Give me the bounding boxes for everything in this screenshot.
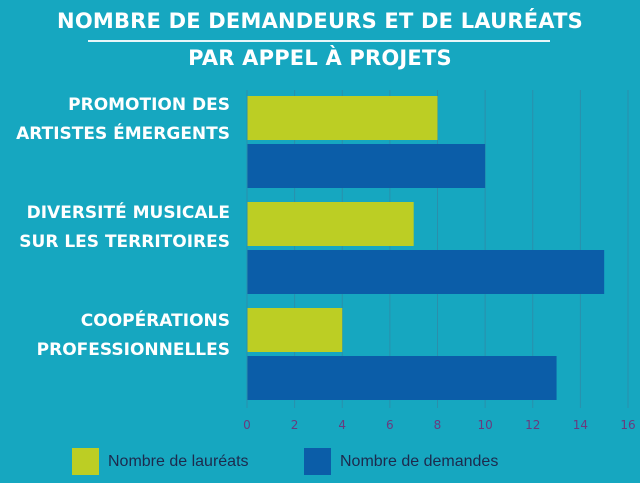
category-label-3-line1: Coopérations	[80, 311, 230, 331]
legend-item-demandes: Nombre de demandes	[304, 448, 498, 475]
category-label-3: Coopérations professionnelles	[37, 307, 230, 365]
bar-demandes-1	[247, 144, 486, 188]
bar-laureats-3	[247, 308, 343, 352]
category-label-1: Promotion des artistes émergents	[16, 91, 230, 149]
x-tick-label-6: 6	[386, 418, 394, 432]
chart-title-line1: Nombre de demandeurs et de lauréats	[57, 9, 583, 33]
category-label-1-line2: artistes émergents	[16, 124, 230, 144]
bar-demandes-2	[247, 250, 605, 294]
category-label-2-line2: sur les territoires	[19, 232, 230, 252]
legend-swatch-demandes	[304, 448, 331, 475]
x-tick-label-4: 4	[338, 418, 346, 432]
category-label-2-line1: Diversité musicale	[26, 203, 230, 223]
bar-demandes-3	[247, 356, 557, 400]
x-tick-label-2: 2	[291, 418, 299, 432]
x-tick-label-0: 0	[243, 418, 251, 432]
legend-item-laureats: Nombre de lauréats	[72, 448, 249, 475]
title-divider	[88, 40, 550, 42]
category-label-2: Diversité musicale sur les territoires	[19, 199, 230, 257]
category-label-3-line2: professionnelles	[36, 340, 230, 360]
x-tick-label-16: 16	[620, 418, 635, 432]
x-tick-label-8: 8	[434, 418, 442, 432]
x-tick-label-10: 10	[477, 418, 492, 432]
legend-swatch-laureats	[72, 448, 99, 475]
bar-laureats-1	[247, 96, 438, 140]
chart-title-line2: par appel à projets	[188, 46, 452, 70]
x-tick-label-14: 14	[573, 418, 588, 432]
bar-laureats-2	[247, 202, 414, 246]
legend-label-demandes: Nombre de demandes	[340, 452, 499, 470]
x-tick-label-12: 12	[525, 418, 540, 432]
category-label-1-line1: Promotion des	[68, 95, 230, 115]
legend-label-laureats: Nombre de lauréats	[108, 452, 249, 470]
